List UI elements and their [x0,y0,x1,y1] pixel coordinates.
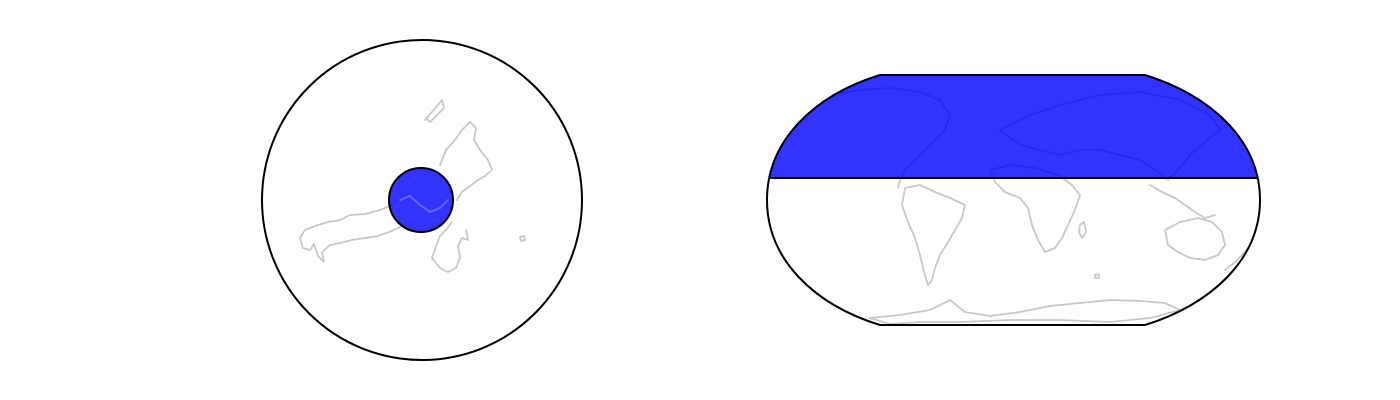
polar-map-svg [261,39,583,361]
coastline-small-island [1094,273,1100,279]
robinson-map-svg [765,74,1262,326]
coastline-south-landmass [431,221,469,273]
coastline-small-island [519,235,526,242]
polar-coastlines [299,99,526,273]
overlay-band-group [767,75,1260,179]
overlay-latitude-band [767,75,1260,178]
polar-map-panel [240,0,600,400]
coastline-inner [399,195,449,213]
coastline-europe-asia [439,121,493,201]
coastline-south-america [901,184,966,286]
coastline-madagascar [1078,221,1087,239]
coastline-americas [299,204,403,263]
coastline-australia [1164,217,1226,261]
polar-map-outline [261,39,583,361]
coastline-east-islands [1224,247,1249,271]
coastline-southeast-asia [1149,184,1216,219]
overlay-circle [388,167,454,233]
robinson-map-panel [750,0,1280,400]
coastline-north-islands [424,99,445,123]
coastline-antarctica [869,299,1181,325]
polar-coastlines-through-overlay [399,195,449,213]
robinson-map-outline [765,74,1262,326]
